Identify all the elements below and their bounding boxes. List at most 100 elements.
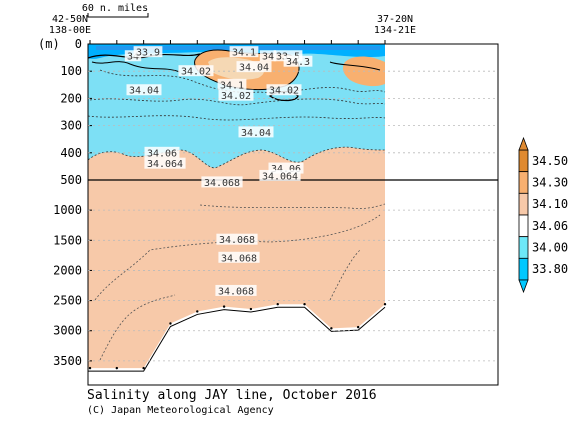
bottom-sample-dot: [330, 327, 333, 330]
bottom-sample-dot: [303, 303, 306, 306]
chart-title: Salinity along JAY line, October 2016: [87, 388, 377, 403]
contour-labels: 3433.933.53434.134.0434.334.0234.134.023…: [124, 46, 313, 297]
contour-label: 34.04: [241, 128, 271, 139]
contour-label-bg: [266, 84, 302, 96]
bottom-sample-dot: [276, 303, 279, 306]
lower-y-tick-label: 2000: [53, 263, 82, 277]
contour-line: [99, 69, 386, 94]
contour-label-bg: [283, 55, 313, 67]
contour-label: 34.064: [262, 171, 298, 182]
colorbar-segment: [518, 149, 529, 173]
colorbar-segment: [518, 192, 529, 216]
bottom-sample-dot: [196, 310, 199, 313]
contour-label: 34.02: [269, 86, 299, 97]
contour-label: 34.064: [147, 159, 183, 170]
colorbar-level-label: 34.06: [532, 219, 568, 233]
contour-label-bg: [218, 89, 254, 101]
colorbar-segment: [518, 257, 529, 281]
contour-label-bg: [133, 46, 163, 58]
contour-line: [89, 98, 386, 106]
contour-label: 34.04: [239, 63, 269, 74]
bottom-sample-dot: [356, 325, 360, 329]
contour-line: [87, 146, 386, 169]
contour-line: [199, 203, 386, 209]
lower-y-tick-label: 3500: [53, 354, 82, 368]
contour-label: 34.068: [219, 235, 255, 246]
contour-label-bg: [268, 162, 304, 174]
contour-label: 34.04: [129, 86, 159, 97]
colorbar: 34.50 34.30 34.10 34.06 34.00 33.80: [518, 136, 568, 294]
contour-label-bg: [259, 169, 301, 181]
colorbar-level-label: 34.30: [532, 176, 568, 190]
lower-y-tick-label: 1000: [53, 203, 82, 217]
bottom-sample-dot: [169, 322, 172, 325]
scale-bar: [87, 13, 149, 18]
contour-label-bg: [178, 65, 214, 77]
contour-label: 34.068: [221, 253, 257, 264]
upper-y-tick-label: 200: [60, 91, 82, 105]
contour-label-bg: [218, 251, 260, 263]
contour-label-bg: [236, 61, 272, 73]
contour-label-bg: [259, 50, 277, 62]
contour-label-bg: [124, 50, 142, 62]
contour-label: 34.068: [218, 286, 254, 297]
contour-label-bg: [201, 176, 243, 188]
contour-line: [99, 294, 176, 361]
contour-line: [94, 214, 381, 301]
contour-label: 34.068: [204, 178, 240, 189]
contour-label-bg: [144, 146, 180, 158]
contour-label: 34.02: [221, 91, 251, 102]
bottom-sample-dot: [222, 305, 226, 308]
colorbar-level-label: 33.80: [532, 262, 568, 276]
left-lon-label: 138-00E: [49, 25, 91, 36]
contour-label: 33.9: [136, 48, 160, 59]
lower-panel: [87, 179, 499, 386]
colorbar-max-arrow: [518, 136, 529, 151]
contour-label: 34: [127, 52, 139, 63]
scale-label: 60 n. miles: [82, 3, 148, 14]
left-lat-label: 42-50N: [52, 14, 88, 25]
credit-text: (C) Japan Meteorological Agency: [87, 405, 274, 416]
contour-label-bg: [215, 284, 257, 296]
upper-y-tick-label: 0: [75, 37, 82, 51]
contour-line: [329, 249, 361, 301]
upper-y-tick-label: 400: [60, 146, 82, 160]
colorbar-level-label: 34.50: [532, 154, 568, 168]
lower-y-tick-label: 2500: [53, 294, 82, 308]
bottom-sample-dot: [383, 303, 387, 306]
colorbar-level-label: 34.00: [532, 241, 568, 255]
colorbar-min-arrow: [518, 279, 529, 294]
colorbar-segment: [518, 171, 529, 194]
fill-deep-water: [88, 180, 385, 369]
colorbar-level-label: 34.10: [532, 197, 568, 211]
contour-label: 34.3: [286, 57, 310, 68]
contour-label: 34.06: [271, 164, 301, 175]
fill-low-salinity: [88, 44, 385, 180]
contour-label: 34.02: [181, 67, 211, 78]
contour-label: 34.1: [220, 80, 244, 91]
contour-label: 34: [262, 52, 274, 63]
contour-label-bg: [216, 233, 258, 245]
contour-label-bg: [144, 157, 186, 169]
contour-label-bg: [238, 126, 274, 138]
contour-line: [329, 61, 381, 71]
bottom-sample-dot: [249, 307, 253, 311]
lower-y-tick-label: 1500: [53, 233, 82, 247]
contour-line: [87, 115, 386, 121]
contour-label-bg: [126, 84, 162, 96]
bottom-sample-dot: [115, 366, 119, 370]
contour-line: [91, 61, 181, 73]
contour-label-bg: [229, 46, 259, 58]
y-axis-label: (m): [38, 37, 60, 51]
station-ticks: [88, 40, 387, 370]
colorbar-segment: [518, 214, 529, 238]
right-lon-label: 134-21E: [374, 25, 416, 36]
upper-y-tick-label: 500: [60, 173, 82, 187]
y-axis-ticks: 0 100 200 300 400 500 1000 1500 2000 2500 3000 3500: [53, 37, 498, 368]
bottom-sample-dot: [142, 366, 145, 370]
lower-y-tick-label: 3000: [53, 324, 82, 338]
contour-label: 34.1: [232, 48, 256, 59]
contour-label-bg: [217, 78, 247, 90]
sea-floor-line: [88, 306, 386, 372]
